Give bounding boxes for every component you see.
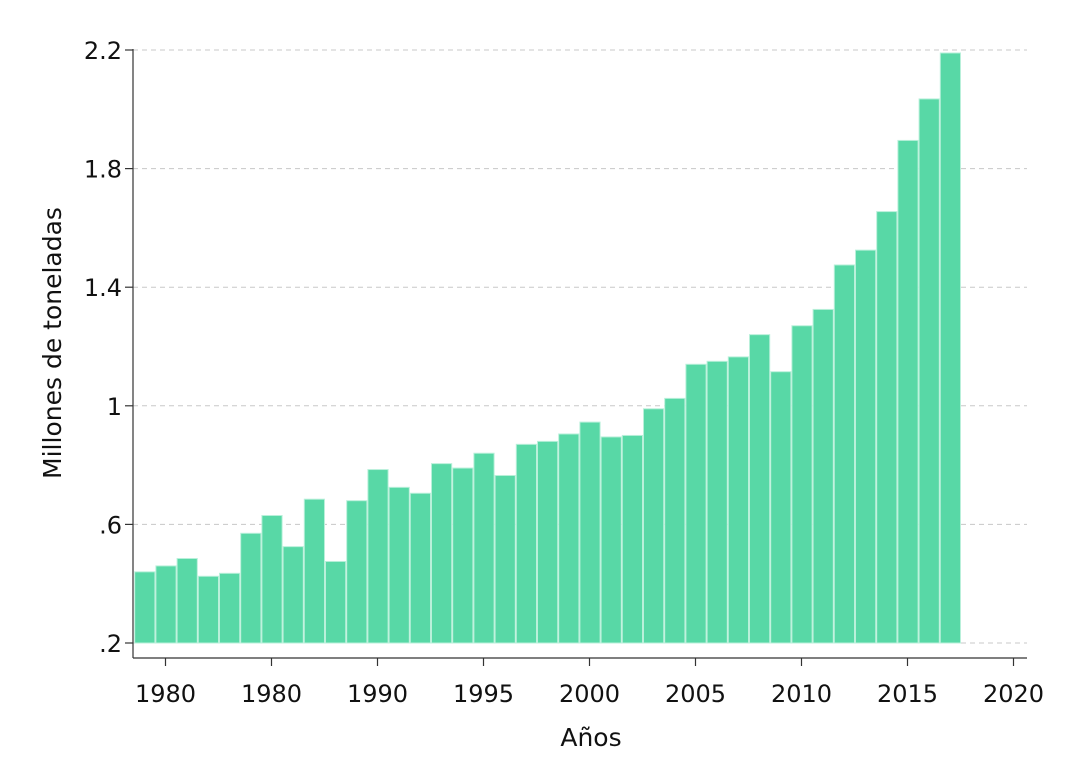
- bar: [664, 397, 686, 644]
- bar: [303, 498, 325, 644]
- x-tick-label: 2020: [983, 680, 1044, 708]
- bar: [897, 139, 919, 644]
- bar: [261, 515, 283, 644]
- x-tick-label: 2015: [877, 680, 938, 708]
- y-ticks: .2 .6 1 1.4 1.8 2.2: [84, 37, 133, 658]
- bar: [918, 98, 940, 644]
- bar: [452, 467, 474, 644]
- x-tick-label: 2010: [771, 680, 832, 708]
- bar: [855, 249, 877, 644]
- bar: [494, 474, 516, 644]
- bar: [791, 325, 813, 644]
- x-axis-title: Años: [560, 723, 621, 752]
- bar: [325, 560, 347, 644]
- y-tick-label: 2.2: [84, 37, 122, 65]
- bar: [155, 565, 177, 644]
- x-tick-label: 1980: [241, 680, 302, 708]
- bar: [770, 371, 792, 644]
- bar: [197, 575, 220, 644]
- y-tick-label: .2: [99, 630, 122, 658]
- bar: [685, 363, 707, 644]
- bar: [431, 463, 453, 644]
- bars: [134, 52, 961, 644]
- bar: [282, 546, 304, 644]
- x-tick-label: 2005: [665, 680, 726, 708]
- bar: [558, 433, 580, 644]
- bar: [749, 334, 771, 644]
- bar: [706, 360, 728, 644]
- bar: [346, 500, 368, 644]
- x-tick-label: 2000: [559, 680, 620, 708]
- bar: [473, 452, 495, 644]
- bar: [240, 532, 262, 644]
- x-tick-label: 1995: [453, 680, 514, 708]
- bar: [727, 356, 749, 644]
- bar: [388, 486, 410, 644]
- bar: [876, 211, 898, 644]
- bar: [515, 443, 537, 644]
- bar: [833, 264, 855, 644]
- bar: [621, 434, 643, 644]
- bar: [537, 440, 559, 644]
- y-tick-label: .6: [99, 511, 122, 539]
- bar: [643, 408, 665, 644]
- bar: [219, 572, 241, 644]
- bar: [134, 571, 156, 644]
- axes: [132, 49, 1027, 659]
- y-axis-title: Millones de toneladas: [38, 207, 67, 479]
- bar: [176, 557, 198, 644]
- x-tick-label: 1980: [135, 680, 196, 708]
- y-tick-label: 1: [107, 393, 122, 421]
- x-tick-label: 1990: [347, 680, 408, 708]
- bar: [409, 492, 431, 644]
- bar: [579, 421, 601, 644]
- y-tick-label: 1.4: [84, 274, 122, 302]
- x-ticks: 1980 1980 1990 1995 2000 2005 2010 2015 2020: [135, 658, 1044, 708]
- bar: [367, 469, 389, 644]
- bar: [812, 308, 834, 644]
- y-tick-label: 1.8: [84, 156, 122, 184]
- bar: [939, 52, 961, 644]
- bar: [600, 436, 622, 644]
